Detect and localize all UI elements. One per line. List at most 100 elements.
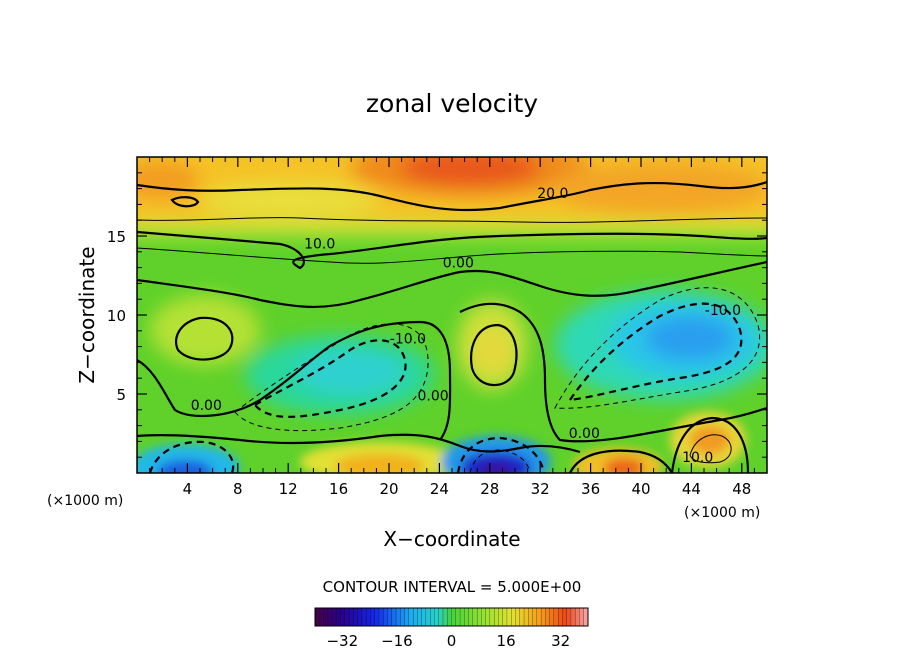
x-unit-right: (×1000 m) — [684, 505, 760, 521]
colorbar-cell — [532, 607, 538, 627]
colorbar-cell — [357, 607, 363, 627]
contour-line-15 — [137, 217, 767, 223]
contour-line-surface-west — [148, 440, 235, 473]
colorbar-cell — [438, 607, 444, 627]
contour-line-10 — [137, 230, 767, 270]
contour-line-5 — [137, 247, 767, 264]
contour-label: 0.00 — [569, 426, 600, 442]
colorbar-cell — [506, 607, 512, 627]
colorbar-cell — [361, 607, 367, 627]
x-tick-label: 36 — [581, 480, 600, 498]
x-tick-label: 24 — [430, 480, 449, 498]
plot-area: 20.0 10.0 0.00 0.00 -10.0 0.00 -10.0 0.00 10.0 — [137, 157, 767, 473]
chart-title: zonal velocity — [366, 89, 538, 118]
colorbar-tick-label: 0 — [447, 632, 457, 650]
contour-label: 10.0 — [304, 237, 335, 253]
colorbar-cell — [575, 607, 580, 627]
colorbar-cell — [459, 607, 465, 627]
contour-line-surface-center-inner — [469, 449, 531, 473]
contour-label: 0.00 — [443, 256, 474, 272]
colorbar-cell — [327, 607, 333, 627]
contour-label: -10.0 — [390, 331, 426, 347]
colorbar-cell — [417, 607, 423, 627]
contour-line-20-east — [689, 434, 732, 464]
x-tick-label: 40 — [631, 480, 650, 498]
colorbar-cell — [545, 607, 551, 627]
colorbar-cell — [566, 607, 572, 627]
contour-line-20 — [137, 180, 767, 212]
colorbar-cell — [447, 607, 452, 627]
contour-labels: 20.0 10.0 0.00 0.00 -10.0 0.00 -10.0 0.00 10.0 — [191, 186, 741, 466]
x-tick-label: 4 — [183, 480, 193, 498]
y-tick-label: 15 — [107, 228, 126, 246]
colorbar-cell — [451, 607, 457, 627]
colorbar-cell — [468, 607, 474, 627]
y-tick-label: 5 — [116, 386, 126, 404]
contour-label: 10.0 — [682, 450, 713, 466]
colorbar-cell — [455, 607, 461, 627]
colorbar-cell — [442, 607, 448, 627]
colorbar-cell — [528, 607, 533, 627]
colorbar-cell — [498, 607, 504, 627]
colorbar-tick-label: 32 — [551, 632, 570, 650]
colorbar-cell — [434, 607, 440, 627]
colorbar-cell — [540, 607, 546, 627]
colorbar-cell — [558, 607, 563, 627]
x-tick-label: 16 — [329, 480, 348, 498]
x-tick-label: 8 — [233, 480, 243, 498]
colorbar-cell — [464, 607, 469, 627]
contour-line-minus5-east — [554, 287, 761, 409]
colorbar-cell — [511, 607, 516, 627]
colorbar-cell — [549, 607, 555, 627]
x-unit-left: (×1000 m) — [47, 493, 123, 509]
contour-line-west-cell — [174, 316, 234, 361]
contour-label: 0.00 — [418, 388, 449, 404]
x-tick-label: 20 — [379, 480, 398, 498]
colorbar-cell — [562, 607, 568, 627]
contour-line-center-cell — [470, 323, 518, 387]
colorbar-cell — [349, 607, 354, 627]
colorbar: −32 −16 0 16 32 — [314, 607, 589, 650]
colorbar-cell — [476, 607, 482, 627]
contour-label: -10.0 — [705, 303, 741, 319]
colorbar-cell — [366, 607, 371, 627]
colorbar-cell — [494, 607, 499, 627]
colorbar-cell — [404, 607, 410, 627]
colorbar-cell — [553, 607, 559, 627]
colorbar-cell — [353, 607, 359, 627]
contour-line-10-east — [670, 416, 750, 473]
colorbar-cell — [536, 607, 542, 627]
colorbar-cell — [579, 607, 585, 627]
colorbar-cell — [387, 607, 393, 627]
colorbar-cell — [515, 607, 521, 627]
x-axis-label: X−coordinate — [383, 527, 520, 551]
colorbar-tick-label: −32 — [326, 632, 358, 650]
colorbar-cell — [331, 607, 337, 627]
contour-line-0-west — [137, 320, 452, 441]
contour-line-surface-center — [456, 436, 546, 473]
colorbar-cell — [395, 607, 401, 627]
colorbar-cell — [340, 607, 346, 627]
colorbar-cell — [489, 607, 495, 627]
colorbar-cell — [570, 607, 576, 627]
colorbar-labels: −32 −16 0 16 32 — [326, 632, 570, 650]
colorbar-cell — [374, 607, 380, 627]
colorbar-cell — [319, 607, 324, 627]
colorbar-cell — [502, 607, 508, 627]
colorbar-cell — [430, 607, 435, 627]
x-tick-label: 28 — [480, 480, 499, 498]
contour-line-upper-patch — [170, 196, 200, 208]
colorbar-cell — [344, 607, 350, 627]
x-tick-label: 48 — [732, 480, 751, 498]
upper-jet-fill — [137, 157, 767, 236]
colorbar-cell — [391, 607, 397, 627]
x-tick-label: 44 — [682, 480, 701, 498]
contour-line-0-surface — [137, 433, 581, 454]
colorbar-cells — [314, 607, 589, 627]
contour-lines — [137, 180, 767, 473]
colorbar-cell — [412, 607, 418, 627]
y-axis: 5 10 15 — [107, 172, 767, 458]
colorbar-cell — [481, 607, 487, 627]
colorbar-cell — [378, 607, 384, 627]
